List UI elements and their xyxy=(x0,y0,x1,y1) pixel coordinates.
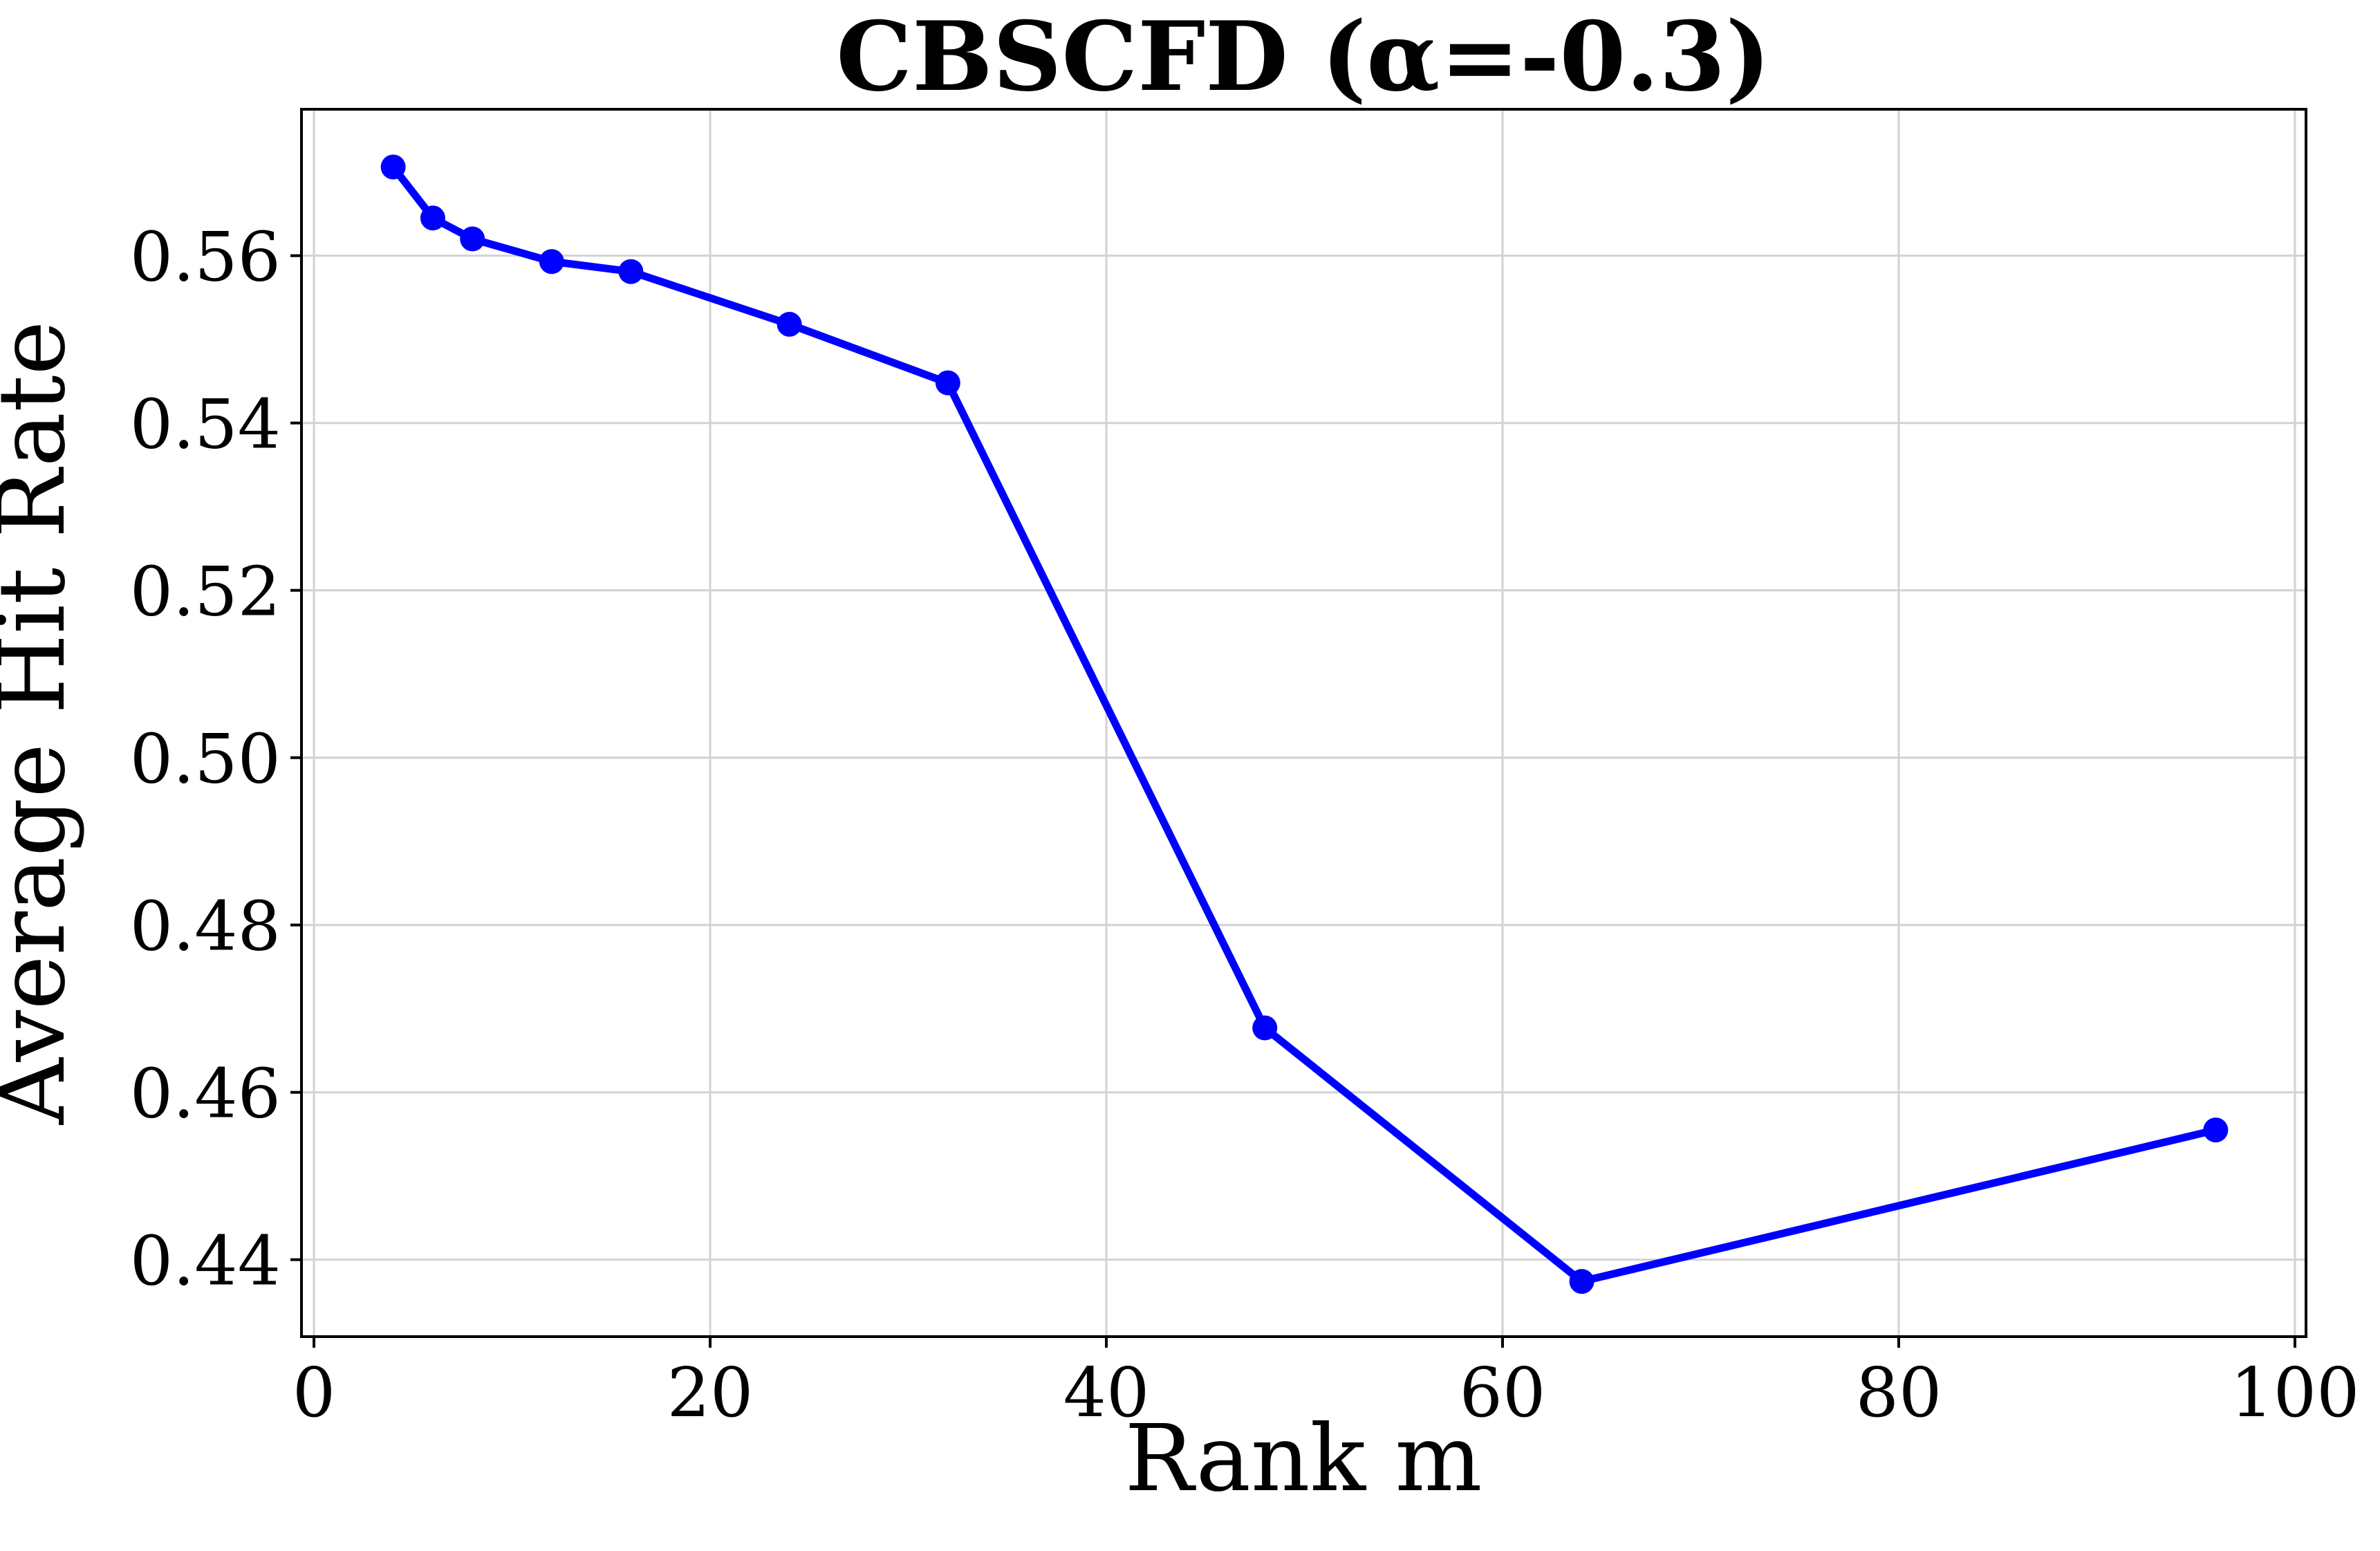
data-point-marker xyxy=(2203,1117,2229,1143)
x-tick-label: 20 xyxy=(667,1354,754,1433)
x-tick-label: 80 xyxy=(1856,1354,1942,1433)
data-point-marker xyxy=(935,370,960,396)
tick-layer xyxy=(290,254,2296,1348)
y-tick-label: 0.52 xyxy=(130,553,281,632)
tick-label-layer: 0 20 40 60 80 100 0.44 0.46 0.48 0.50 0.52 0.54 0.56 xyxy=(130,219,2360,1433)
data-point-marker xyxy=(460,226,485,252)
x-axis-label: Rank m xyxy=(1124,1406,1482,1512)
y-tick-label: 0.46 xyxy=(130,1055,281,1134)
data-point-marker xyxy=(618,259,644,284)
x-tick-label: 0 xyxy=(292,1354,335,1433)
x-tick-label: 40 xyxy=(1063,1354,1150,1433)
y-tick-label: 0.54 xyxy=(130,386,281,465)
x-tick-label: 100 xyxy=(2230,1354,2359,1433)
y-axis-label: Average Hit Rate xyxy=(0,321,86,1125)
data-point-marker xyxy=(539,249,564,275)
y-tick-label: 0.56 xyxy=(130,219,281,297)
data-point-marker xyxy=(420,205,445,231)
data-point-marker xyxy=(777,311,802,337)
plot-border xyxy=(300,108,2307,1338)
data-series-line xyxy=(389,162,2220,1285)
y-tick-label: 0.50 xyxy=(130,721,281,799)
y-tick-label: 0.48 xyxy=(130,888,281,967)
grid-layer xyxy=(301,109,2306,1337)
data-point-marker xyxy=(1252,1015,1278,1041)
y-tick-label: 0.44 xyxy=(130,1223,281,1301)
data-point-marker xyxy=(380,154,406,180)
x-tick-label: 60 xyxy=(1460,1354,1546,1433)
chart-title: CBSCFD (α=-0.3) xyxy=(836,0,1770,113)
data-series-layer xyxy=(380,154,2229,1294)
data-point-marker xyxy=(1569,1269,1595,1294)
